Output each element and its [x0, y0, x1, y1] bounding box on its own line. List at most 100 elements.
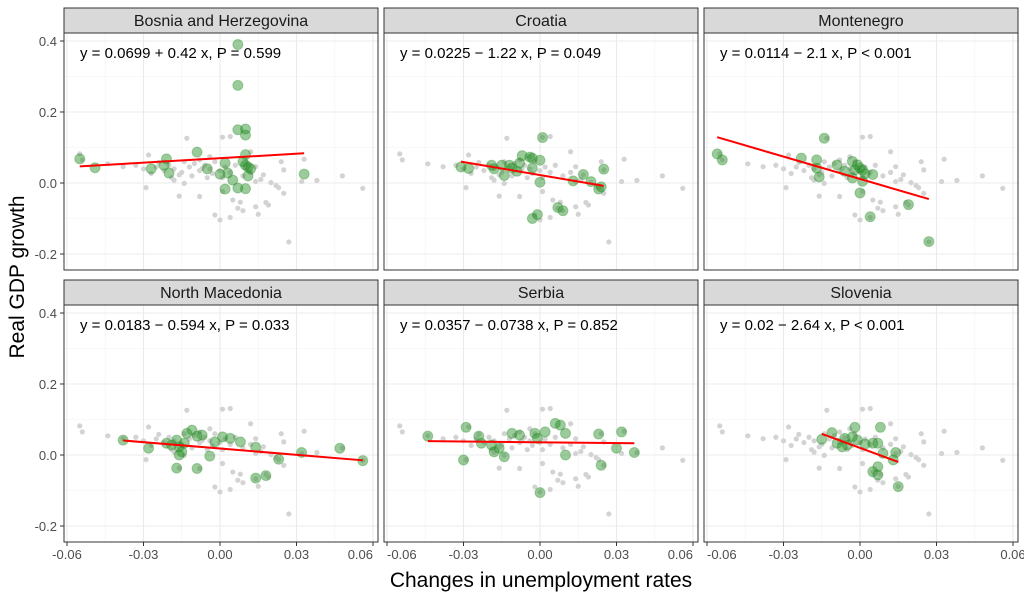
regression-equation: y = 0.0114 − 2.1 x, P < 0.001: [720, 45, 912, 62]
country-point: [191, 462, 203, 474]
panel-border: [63, 32, 379, 271]
background-point: [235, 477, 241, 483]
background-point: [852, 159, 858, 165]
background-point: [440, 164, 446, 170]
facet-strip: [703, 279, 1019, 306]
facet-strip: [383, 279, 699, 306]
country-point: [240, 129, 251, 141]
background-point: [219, 188, 226, 195]
background-point: [504, 407, 510, 413]
country-point: [537, 132, 549, 144]
background-point: [847, 154, 853, 160]
background-point: [501, 180, 507, 186]
background-point: [760, 436, 766, 442]
y-tick-label: 0.0: [39, 176, 57, 191]
background-point: [176, 465, 182, 471]
background-point: [522, 434, 528, 440]
background-point: [425, 433, 431, 439]
background-point: [539, 447, 546, 453]
background-point: [745, 161, 751, 167]
plot-area: [384, 305, 698, 542]
background-point: [568, 149, 574, 155]
background-point: [360, 457, 366, 463]
background-point: [621, 156, 627, 162]
background-point: [186, 164, 192, 170]
background-point: [253, 178, 259, 185]
background-point: [816, 465, 822, 471]
country-point: [557, 205, 569, 217]
background-point: [255, 211, 261, 217]
background-point: [281, 462, 287, 468]
background-point: [532, 431, 538, 437]
background-point: [281, 190, 287, 196]
background-point: [278, 431, 284, 437]
background-point: [240, 208, 246, 214]
x-tick-label: 0.03: [284, 547, 309, 562]
background-point: [926, 239, 932, 245]
regression-line: [716, 136, 930, 201]
background-point: [598, 431, 604, 437]
background-point: [811, 438, 817, 444]
background-point: [532, 159, 538, 165]
background-point: [524, 175, 530, 181]
background-point: [780, 166, 787, 172]
country-point: [298, 168, 310, 180]
background-point: [780, 438, 787, 444]
background-point: [248, 149, 254, 155]
background-point: [212, 159, 218, 165]
background-point: [926, 511, 932, 517]
background-point: [829, 445, 835, 451]
background-point: [235, 205, 241, 211]
country-point: [872, 437, 884, 449]
background-point: [824, 407, 830, 413]
background-point: [527, 154, 533, 160]
background-point: [867, 405, 873, 412]
background-point: [539, 188, 546, 195]
background-point: [260, 444, 266, 450]
background-point: [659, 445, 666, 451]
country-point: [560, 449, 571, 461]
country-point: [872, 461, 884, 473]
country-point: [577, 168, 589, 180]
background-point: [181, 431, 187, 437]
background-point: [532, 484, 538, 490]
background-point: [77, 151, 83, 157]
background-point: [606, 239, 612, 245]
background-point: [219, 175, 226, 181]
background-point: [905, 202, 912, 208]
background-point: [339, 173, 345, 179]
background-point: [560, 208, 566, 214]
background-point: [895, 211, 901, 217]
background-point: [796, 431, 802, 438]
facet-panel: Croatia y = 0.0225 − 1.22 x, P = 0.049: [383, 7, 699, 271]
background-point: [921, 190, 927, 196]
background-point: [875, 477, 881, 483]
y-axis-title: Real GDP growth: [6, 195, 29, 358]
background-point: [821, 159, 827, 165]
country-point: [529, 427, 541, 439]
background-point: [893, 178, 899, 185]
background-point: [872, 434, 878, 440]
background-point: [555, 477, 561, 483]
background-point: [857, 439, 863, 446]
country-point: [890, 447, 902, 459]
background-point: [466, 424, 472, 430]
background-point: [532, 212, 538, 218]
background-point: [529, 442, 535, 449]
country-point: [534, 487, 546, 499]
country-point: [526, 152, 538, 164]
background-point: [745, 433, 751, 439]
background-point: [580, 172, 586, 178]
background-point: [179, 169, 185, 175]
background-point: [852, 431, 858, 437]
background-point: [171, 166, 177, 172]
country-point: [598, 163, 610, 175]
background-point: [816, 193, 822, 199]
background-point: [831, 432, 838, 439]
country-point: [846, 155, 858, 167]
background-point: [568, 169, 574, 175]
x-tick-label: -0.03: [769, 547, 799, 562]
country-point: [611, 442, 622, 454]
background-point: [852, 212, 858, 218]
background-point: [181, 180, 187, 186]
